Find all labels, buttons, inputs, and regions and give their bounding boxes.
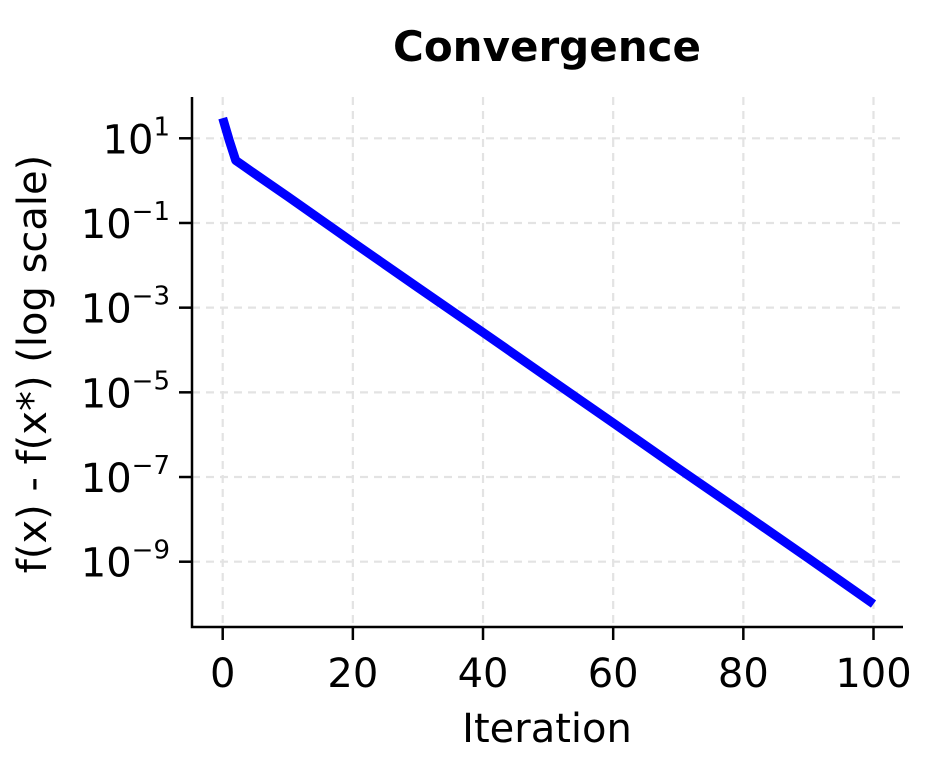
y-tick-label: 101	[103, 112, 170, 163]
x-tick-label: 40	[458, 651, 509, 697]
x-tick-label: 0	[210, 651, 235, 697]
y-tick-label: 10−1	[81, 197, 170, 248]
gridlines	[192, 97, 903, 627]
y-tick-label: 10−9	[81, 536, 170, 587]
y-tick-label: 10−5	[81, 366, 170, 417]
chart-title: Convergence	[393, 22, 701, 71]
x-tick-label: 100	[835, 651, 911, 697]
y-axis-label: f(x) - f(x*) (log scale)	[10, 155, 56, 573]
y-tick-label: 10−7	[81, 451, 170, 502]
x-tick-label: 20	[327, 651, 378, 697]
x-tick-label: 80	[718, 651, 769, 697]
convergence-line	[218, 116, 877, 608]
y-tick-label: 10−3	[81, 282, 170, 333]
tick-labels: 0 20 40 60 80 100 101 10−1 10−3 10−5 10−7 10−9	[81, 112, 912, 697]
axis-spines	[190, 97, 903, 629]
data-series	[218, 116, 877, 608]
axis-ticks	[179, 137, 875, 640]
axis-spine	[190, 97, 903, 629]
x-axis-label: Iteration	[462, 706, 632, 752]
x-tick-label: 60	[588, 651, 639, 697]
